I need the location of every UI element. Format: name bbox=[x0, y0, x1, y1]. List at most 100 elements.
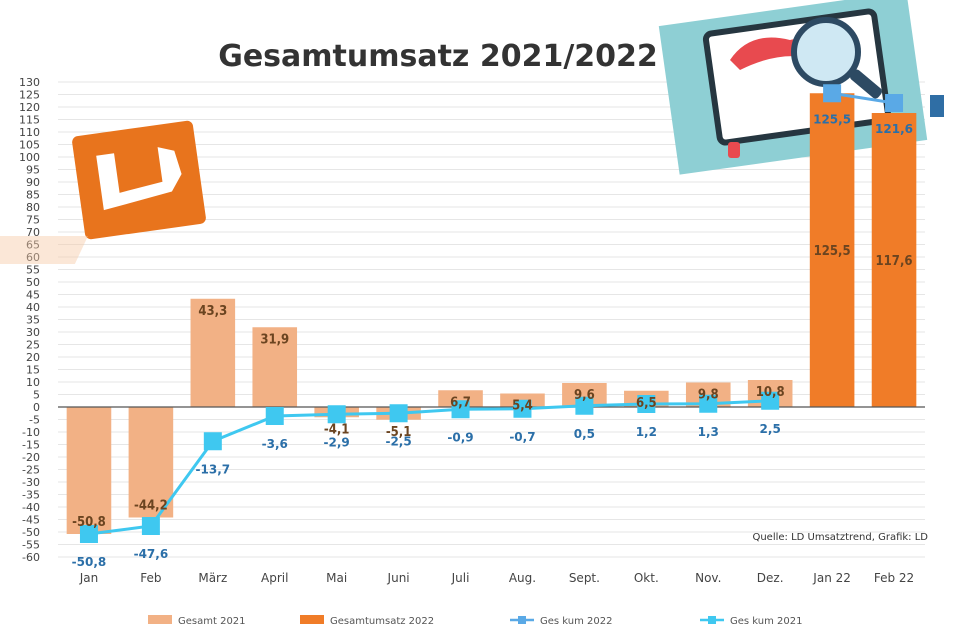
y-tick-label: -5 bbox=[29, 414, 40, 427]
y-tick-label: 5 bbox=[33, 389, 40, 402]
y-tick-label: -45 bbox=[22, 514, 40, 527]
ld-logo bbox=[0, 120, 206, 264]
bar-gesamt-2021-m-rz bbox=[190, 298, 236, 407]
legend-label: Ges kum 2022 bbox=[540, 616, 612, 627]
y-tick-label: 60 bbox=[26, 251, 40, 264]
chart-title: Gesamtumsatz 2021/2022 bbox=[218, 39, 658, 74]
y-tick-label: 85 bbox=[26, 189, 40, 202]
legend-label: Gesamt 2021 bbox=[178, 616, 246, 627]
line-value-label: -0,9 bbox=[447, 430, 473, 444]
y-tick-label: -60 bbox=[22, 551, 40, 564]
x-tick-label: Juni bbox=[387, 571, 410, 585]
line-value-label: 2,5 bbox=[760, 422, 781, 436]
bar-value-label: 125,5 bbox=[814, 244, 851, 259]
bar-gesamt-2021-feb bbox=[128, 407, 174, 518]
y-tick-label: 15 bbox=[26, 364, 40, 377]
source-note: Quelle: LD Umsatztrend, Grafik: LD bbox=[752, 532, 928, 543]
x-tick-label: Aug. bbox=[509, 571, 536, 585]
y-tick-label: 70 bbox=[26, 226, 40, 239]
y-tick-label: -40 bbox=[22, 501, 40, 514]
bar-gesamtumsatz-2022-feb-22 bbox=[871, 113, 917, 407]
y-tick-label: 100 bbox=[19, 151, 40, 164]
y-tick-label: 75 bbox=[26, 214, 40, 227]
x-tick-label: Jan 22 bbox=[812, 571, 851, 585]
bar-value-label: 43,3 bbox=[198, 304, 227, 319]
line-value-label: 125,5 bbox=[813, 112, 851, 126]
logo-reflection bbox=[0, 236, 88, 264]
line-marker-ges-kum-2021 bbox=[265, 407, 284, 425]
bar-value-label: -50,8 bbox=[72, 515, 106, 530]
bar-value-label: -4,1 bbox=[324, 422, 350, 437]
legend: Gesamt 2021 Gesamtumsatz 2022 Ges kum 2022… bbox=[148, 615, 802, 627]
bar-gesamtumsatz-2022-jan-22 bbox=[809, 93, 855, 407]
illustration-pin-shape bbox=[728, 142, 740, 158]
x-tick-label: Feb bbox=[140, 571, 161, 585]
y-tick-label: 65 bbox=[26, 239, 40, 252]
illustration-accent-shape bbox=[930, 95, 944, 117]
x-tick-label: Dez. bbox=[757, 571, 784, 585]
line-marker-ges-kum-2021 bbox=[637, 395, 656, 413]
line-marker-ges-kum-2021 bbox=[513, 399, 532, 418]
y-tick-label: 90 bbox=[26, 176, 40, 189]
line-marker-ges-kum-2021 bbox=[699, 394, 718, 413]
line-value-label: 1,2 bbox=[636, 425, 657, 439]
bar-value-label: 31,9 bbox=[260, 332, 289, 347]
y-tick-label: -35 bbox=[22, 489, 40, 502]
y-tick-label: -20 bbox=[22, 451, 40, 464]
line-marker-ges-kum-2021 bbox=[575, 396, 594, 415]
line-value-label: -50,8 bbox=[72, 555, 107, 569]
x-tick-label: Mai bbox=[326, 571, 347, 585]
line-marker-ges-kum-2021 bbox=[389, 404, 408, 423]
line-value-label: 1,3 bbox=[698, 425, 719, 439]
bar-value-label: -5,1 bbox=[386, 425, 412, 440]
bar-value-label: 10,8 bbox=[756, 385, 785, 400]
y-tick-label: 125 bbox=[19, 89, 40, 102]
line-value-label: -47,6 bbox=[134, 547, 169, 561]
y-tick-label: 95 bbox=[26, 164, 40, 177]
line-ges-kum-2021 bbox=[88, 399, 771, 536]
y-tick-label: -25 bbox=[22, 464, 40, 477]
x-tick-label: Okt. bbox=[634, 571, 659, 585]
y-tick-label: 80 bbox=[26, 201, 40, 214]
y-tick-label: -10 bbox=[22, 426, 40, 439]
line-ges-kum-2022 bbox=[831, 91, 895, 105]
x-tick-label: März bbox=[198, 571, 227, 585]
y-tick-label: 35 bbox=[26, 314, 40, 327]
y-tick-label: 105 bbox=[19, 139, 40, 152]
y-tick-label: 40 bbox=[26, 301, 40, 314]
line-value-label: -2,9 bbox=[324, 435, 350, 449]
line-marker-ges-kum-2022 bbox=[823, 84, 842, 103]
y-tick-label: 30 bbox=[26, 326, 40, 339]
y-tick-label: 20 bbox=[26, 351, 40, 364]
y-tick-label: 0 bbox=[33, 401, 40, 414]
bar-gesamt-2021-april bbox=[252, 327, 298, 407]
y-tick-label: 130 bbox=[19, 76, 40, 89]
legend-swatch bbox=[148, 615, 172, 624]
magnifier-icon bbox=[791, 17, 861, 87]
line-value-label: 0,5 bbox=[574, 427, 595, 441]
y-axis-ticks: -60-55-50-45-40-35-30-25-20-15-10-505101… bbox=[19, 76, 40, 564]
legend-label: Gesamtumsatz 2022 bbox=[330, 616, 434, 627]
y-tick-label: -55 bbox=[22, 539, 40, 552]
y-tick-label: 45 bbox=[26, 289, 40, 302]
line-value-label: -3,6 bbox=[262, 437, 288, 451]
line-value-label: -13,7 bbox=[196, 462, 231, 476]
line-marker-ges-kum-2021 bbox=[141, 517, 160, 535]
y-tick-label: 10 bbox=[26, 376, 40, 389]
data-labels-layer: -50,8 -44,2 43,3 31,9 -4,1 -5,1 6,7 5,4 9,6 6,5 9,… bbox=[72, 112, 913, 569]
y-tick-label: -30 bbox=[22, 476, 40, 489]
bar-value-label: 9,8 bbox=[698, 388, 719, 403]
bar-value-label: -44,2 bbox=[134, 499, 168, 514]
magnifier-handle-shape bbox=[849, 69, 883, 99]
x-tick-label: Feb 22 bbox=[874, 571, 914, 585]
logo-tile-shape bbox=[72, 120, 206, 240]
x-tick-label: April bbox=[261, 571, 288, 585]
x-tick-label: Nov. bbox=[695, 571, 721, 585]
legend-marker bbox=[708, 616, 716, 624]
line-marker-ges-kum-2021 bbox=[761, 391, 780, 410]
line-marker-ges-kum-2021 bbox=[327, 405, 346, 424]
y-tick-label: 25 bbox=[26, 339, 40, 352]
y-tick-label: 110 bbox=[19, 126, 40, 139]
y-tick-label: 55 bbox=[26, 264, 40, 277]
